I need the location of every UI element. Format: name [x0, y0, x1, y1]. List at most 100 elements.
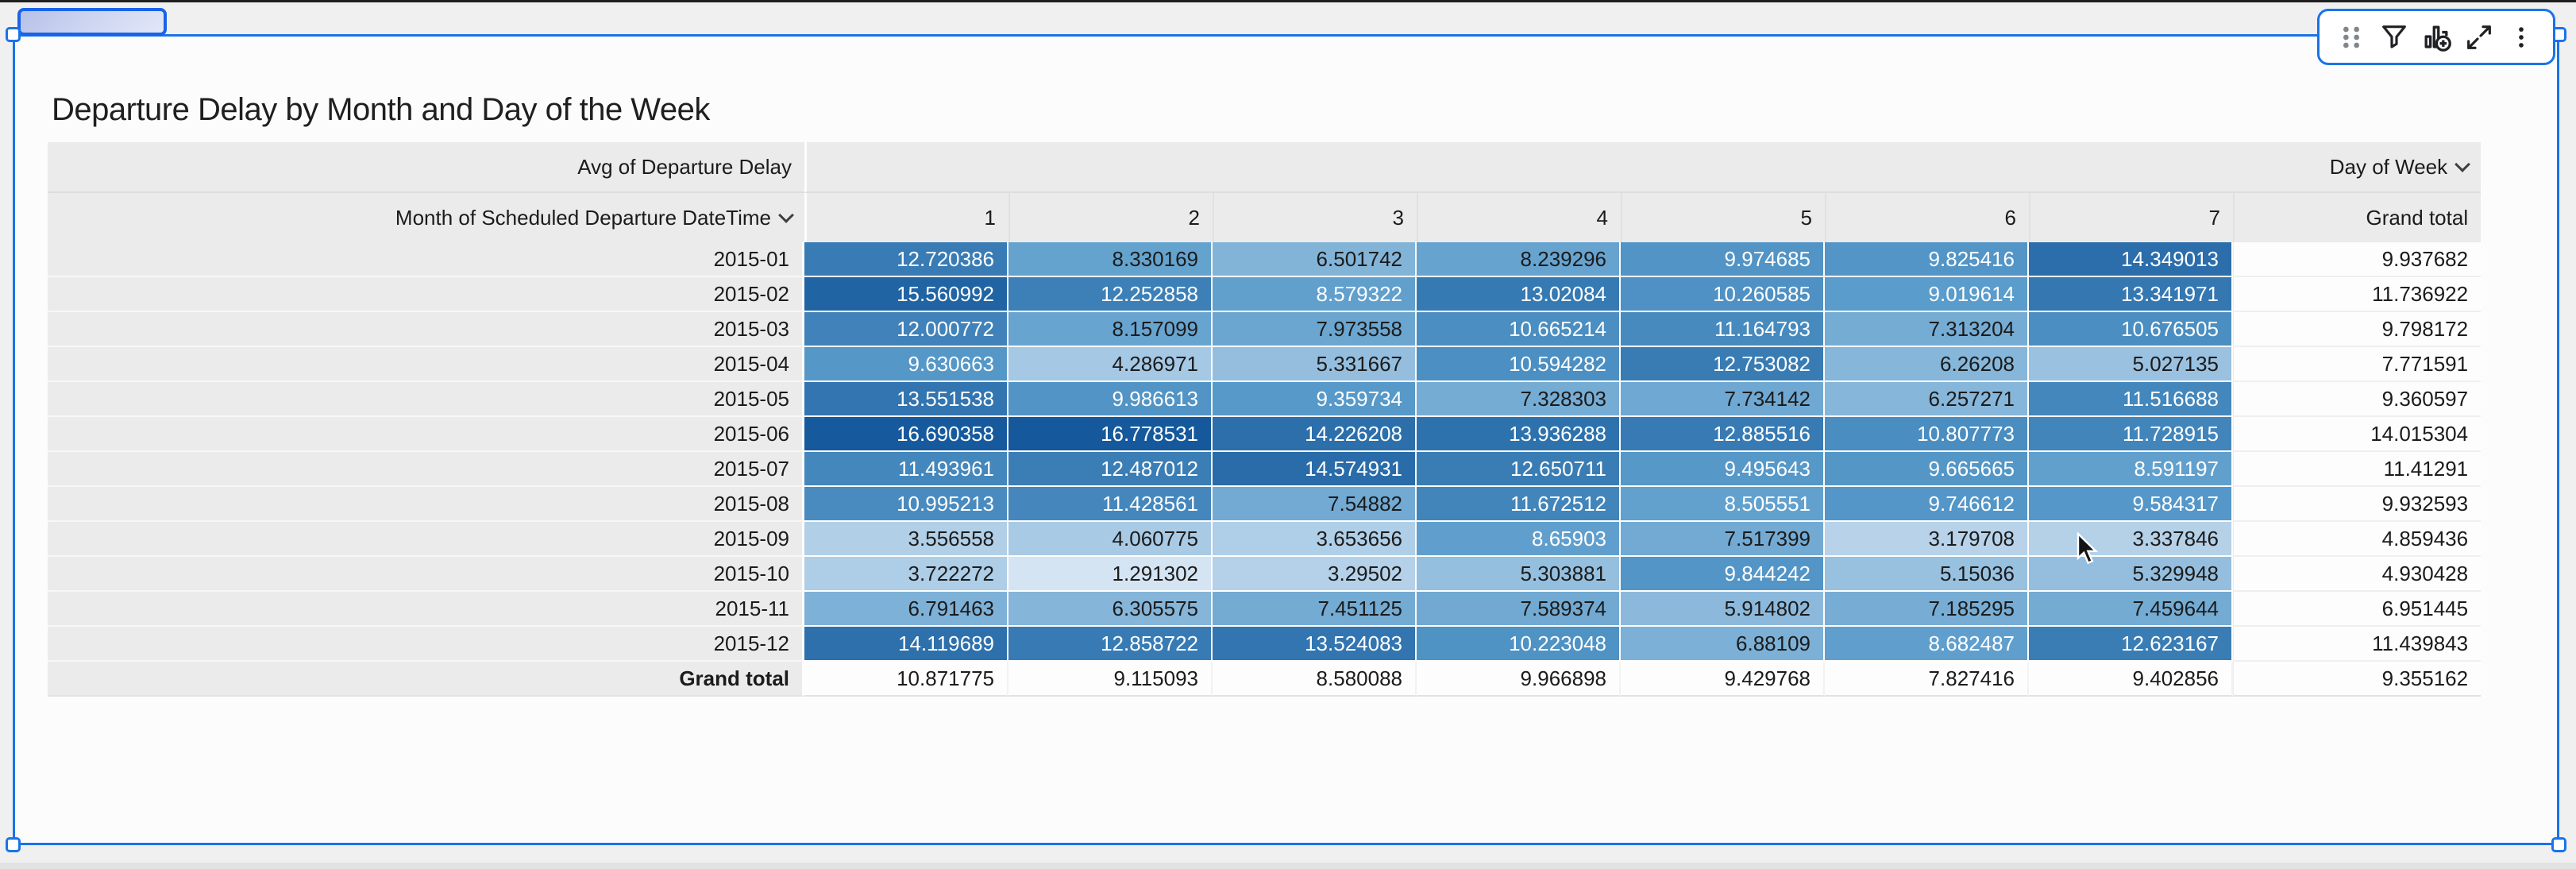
heat-cell[interactable]: 8.157099	[1008, 312, 1213, 347]
heat-cell[interactable]: 12.753082	[1621, 347, 1825, 382]
heat-cell[interactable]: 12.650711	[1417, 452, 1621, 487]
heat-cell[interactable]: 9.986613	[1008, 382, 1213, 417]
heat-cell[interactable]: 8.591197	[2029, 452, 2233, 487]
heat-cell[interactable]: 13.341971	[2029, 277, 2233, 312]
heat-cell[interactable]: 9.746612	[1825, 487, 2029, 522]
heat-cell[interactable]: 5.914802	[1621, 592, 1825, 627]
heat-cell[interactable]: 3.179708	[1825, 522, 2029, 557]
heat-cell[interactable]: 7.973558	[1213, 312, 1417, 347]
heat-cell[interactable]: 14.574931	[1213, 452, 1417, 487]
heat-cell[interactable]: 9.665665	[1825, 452, 2029, 487]
heat-cell[interactable]: 3.722272	[804, 557, 1008, 592]
resize-handle-bottom-right[interactable]	[2551, 837, 2566, 852]
heat-cell[interactable]: 9.630663	[804, 347, 1008, 382]
chart-card[interactable]: Departure Delay by Month and Day of the …	[13, 34, 2559, 845]
heat-cell[interactable]: 7.328303	[1417, 382, 1621, 417]
heat-cell[interactable]: 9.019614	[1825, 277, 2029, 312]
heat-cell[interactable]: 6.257271	[1825, 382, 2029, 417]
heat-cell[interactable]: 6.791463	[804, 592, 1008, 627]
heat-cell[interactable]: 12.720386	[804, 242, 1008, 277]
heat-cell[interactable]: 12.885516	[1621, 417, 1825, 452]
heat-cell[interactable]: 8.239296	[1417, 242, 1621, 277]
heat-cell[interactable]: 12.000772	[804, 312, 1008, 347]
month-label[interactable]: 2015-01	[48, 242, 804, 277]
heat-cell[interactable]: 6.305575	[1008, 592, 1213, 627]
heat-cell[interactable]: 7.313204	[1825, 312, 2029, 347]
heat-cell[interactable]: 10.807773	[1825, 417, 2029, 452]
heat-cell[interactable]: 3.653656	[1213, 522, 1417, 557]
heat-cell[interactable]: 10.995213	[804, 487, 1008, 522]
add-chart-icon[interactable]	[2419, 20, 2454, 55]
heat-cell[interactable]: 5.303881	[1417, 557, 1621, 592]
heat-cell[interactable]: 12.623167	[2029, 627, 2233, 662]
month-label[interactable]: 2015-04	[48, 347, 804, 382]
heat-cell[interactable]: 7.589374	[1417, 592, 1621, 627]
heat-cell[interactable]: 14.349013	[2029, 242, 2233, 277]
heat-cell[interactable]: 8.682487	[1825, 627, 2029, 662]
heat-cell[interactable]: 9.974685	[1621, 242, 1825, 277]
heat-cell[interactable]: 5.15036	[1825, 557, 2029, 592]
heat-cell[interactable]: 3.337846	[2029, 522, 2233, 557]
heat-cell[interactable]: 8.330169	[1008, 242, 1213, 277]
heat-cell[interactable]: 3.556558	[804, 522, 1008, 557]
heat-cell[interactable]: 4.060775	[1008, 522, 1213, 557]
chart-drag-tab[interactable]	[17, 8, 167, 36]
month-label[interactable]: 2015-12	[48, 627, 804, 662]
heat-cell[interactable]: 5.331667	[1213, 347, 1417, 382]
heat-cell[interactable]: 10.594282	[1417, 347, 1621, 382]
heat-cell[interactable]: 10.260585	[1621, 277, 1825, 312]
heat-cell[interactable]: 5.329948	[2029, 557, 2233, 592]
heat-cell[interactable]: 7.459644	[2029, 592, 2233, 627]
heat-cell[interactable]: 7.517399	[1621, 522, 1825, 557]
resize-handle-bottom-left[interactable]	[6, 837, 21, 852]
day-column-header[interactable]: 3	[1213, 193, 1417, 242]
month-label[interactable]: 2015-10	[48, 557, 804, 592]
heat-cell[interactable]: 10.676505	[2029, 312, 2233, 347]
heat-cell[interactable]: 8.505551	[1621, 487, 1825, 522]
heat-cell[interactable]: 7.54882	[1213, 487, 1417, 522]
heat-cell[interactable]: 16.690358	[804, 417, 1008, 452]
day-column-header[interactable]: 5	[1621, 193, 1825, 242]
month-label[interactable]: 2015-09	[48, 522, 804, 557]
month-label[interactable]: 2015-05	[48, 382, 804, 417]
day-column-header[interactable]: 6	[1825, 193, 2029, 242]
month-label[interactable]: 2015-06	[48, 417, 804, 452]
heat-cell[interactable]: 13.02084	[1417, 277, 1621, 312]
heat-cell[interactable]: 11.164793	[1621, 312, 1825, 347]
heat-cell[interactable]: 11.516688	[2029, 382, 2233, 417]
day-column-header[interactable]: 4	[1417, 193, 1621, 242]
heat-cell[interactable]: 8.579322	[1213, 277, 1417, 312]
heat-cell[interactable]: 6.501742	[1213, 242, 1417, 277]
month-sort-chevron-icon[interactable]	[778, 207, 794, 223]
day-column-header[interactable]: 1	[804, 193, 1008, 242]
day-column-header[interactable]: 7	[2029, 193, 2233, 242]
month-label[interactable]: 2015-03	[48, 312, 804, 347]
month-label[interactable]: 2015-07	[48, 452, 804, 487]
more-options-icon[interactable]	[2504, 20, 2539, 55]
heat-cell[interactable]: 9.359734	[1213, 382, 1417, 417]
month-label[interactable]: 2015-08	[48, 487, 804, 522]
heat-cell[interactable]: 4.286971	[1008, 347, 1213, 382]
heat-cell[interactable]: 11.672512	[1417, 487, 1621, 522]
heat-cell[interactable]: 12.252858	[1008, 277, 1213, 312]
heat-cell[interactable]: 16.778531	[1008, 417, 1213, 452]
drag-handle-icon[interactable]	[2334, 20, 2369, 55]
heat-cell[interactable]: 1.291302	[1008, 557, 1213, 592]
heat-cell[interactable]: 15.560992	[804, 277, 1008, 312]
heat-cell[interactable]: 11.428561	[1008, 487, 1213, 522]
heat-cell[interactable]: 7.451125	[1213, 592, 1417, 627]
heat-cell[interactable]: 9.495643	[1621, 452, 1825, 487]
heat-cell[interactable]: 7.734142	[1621, 382, 1825, 417]
heat-cell[interactable]: 12.858722	[1008, 627, 1213, 662]
heat-cell[interactable]: 7.185295	[1825, 592, 2029, 627]
heat-cell[interactable]: 11.728915	[2029, 417, 2233, 452]
filter-icon[interactable]	[2377, 20, 2412, 55]
heat-cell[interactable]: 6.26208	[1825, 347, 2029, 382]
heat-cell[interactable]: 9.584317	[2029, 487, 2233, 522]
heat-cell[interactable]: 5.027135	[2029, 347, 2233, 382]
month-label[interactable]: 2015-11	[48, 592, 804, 627]
expand-icon[interactable]	[2462, 20, 2497, 55]
heat-cell[interactable]: 8.65903	[1417, 522, 1621, 557]
heat-cell[interactable]: 10.665214	[1417, 312, 1621, 347]
heat-cell[interactable]: 13.524083	[1213, 627, 1417, 662]
